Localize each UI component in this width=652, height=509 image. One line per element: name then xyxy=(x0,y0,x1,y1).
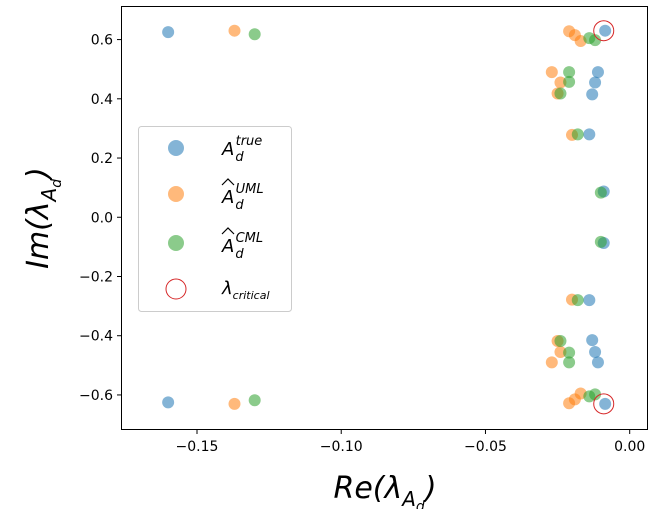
data-point-true xyxy=(583,128,596,141)
data-point-cml xyxy=(571,294,584,307)
data-point-true xyxy=(586,88,599,101)
data-point-true xyxy=(589,76,602,89)
data-point-true xyxy=(162,396,175,409)
data-point-cml xyxy=(571,128,584,141)
data-point-true xyxy=(583,294,596,307)
data-point-cml xyxy=(589,388,602,401)
legend: Adtrue AdUML AdCML λcritical xyxy=(138,126,292,312)
x-tick-label: −0.10 xyxy=(320,439,363,455)
y-tick-label: −0.2 xyxy=(79,269,113,285)
data-point-cml xyxy=(563,356,576,369)
data-point-uml xyxy=(228,24,241,37)
data-point-cml xyxy=(594,186,607,199)
data-point-uml xyxy=(554,346,567,359)
legend-label-uml: AdUML xyxy=(221,182,264,213)
data-point-uml xyxy=(228,397,241,410)
legend-label-true: Adtrue xyxy=(221,134,262,165)
data-point-cml xyxy=(589,34,602,47)
y-tick-label: 0.0 xyxy=(91,210,113,226)
plot-frame xyxy=(121,6,648,430)
data-point-uml xyxy=(545,356,558,369)
legend-hat-cml xyxy=(221,227,235,235)
legend-hat-uml xyxy=(221,178,235,186)
legend-marker-cml xyxy=(168,235,184,251)
data-point-true xyxy=(599,24,612,37)
legend-marker-critical xyxy=(165,278,187,300)
y-tick-label: 0.4 xyxy=(91,92,113,108)
legend-marker-uml xyxy=(168,186,184,202)
x-tick-label: −0.15 xyxy=(176,439,219,455)
legend-label-cml: AdCML xyxy=(221,231,263,262)
data-point-true xyxy=(589,346,602,359)
data-point-critical xyxy=(593,20,615,42)
x-axis-ticks: −0.15 −0.10 −0.05 0.00 xyxy=(176,429,645,455)
data-point-cml xyxy=(594,235,607,248)
data-point-true xyxy=(599,397,612,410)
data-point-true xyxy=(591,66,604,79)
data-point-critical xyxy=(593,393,615,415)
y-tick-label: −0.6 xyxy=(79,388,113,404)
data-point-true xyxy=(591,356,604,369)
data-point-cml xyxy=(554,87,567,100)
x-tick-label: −0.05 xyxy=(464,439,507,455)
data-point-uml xyxy=(554,76,567,89)
x-tick-label: 0.00 xyxy=(614,439,645,455)
data-point-cml xyxy=(563,66,576,79)
data-point-cml xyxy=(248,394,261,407)
y-axis-ticks: −0.6 −0.4 −0.2 0.0 0.2 0.4 0.6 xyxy=(79,33,122,404)
legend-box xyxy=(138,126,292,312)
x-axis-title: Re(λAd) xyxy=(333,471,436,509)
data-point-cml xyxy=(554,335,567,348)
data-point-true xyxy=(586,334,599,347)
legend-marker-true xyxy=(168,140,184,156)
legend-label-critical: λcritical xyxy=(221,278,270,302)
data-point-true xyxy=(162,26,175,39)
data-point-cml xyxy=(248,28,261,41)
y-axis-title: Im(λAd) xyxy=(21,167,65,269)
data-point-cml xyxy=(563,75,576,88)
data-points xyxy=(162,20,615,415)
data-point-uml xyxy=(545,66,558,79)
y-tick-label: 0.2 xyxy=(91,151,113,167)
data-point-cml xyxy=(563,346,576,359)
y-tick-label: 0.6 xyxy=(91,33,113,49)
y-tick-label: −0.4 xyxy=(79,329,113,345)
